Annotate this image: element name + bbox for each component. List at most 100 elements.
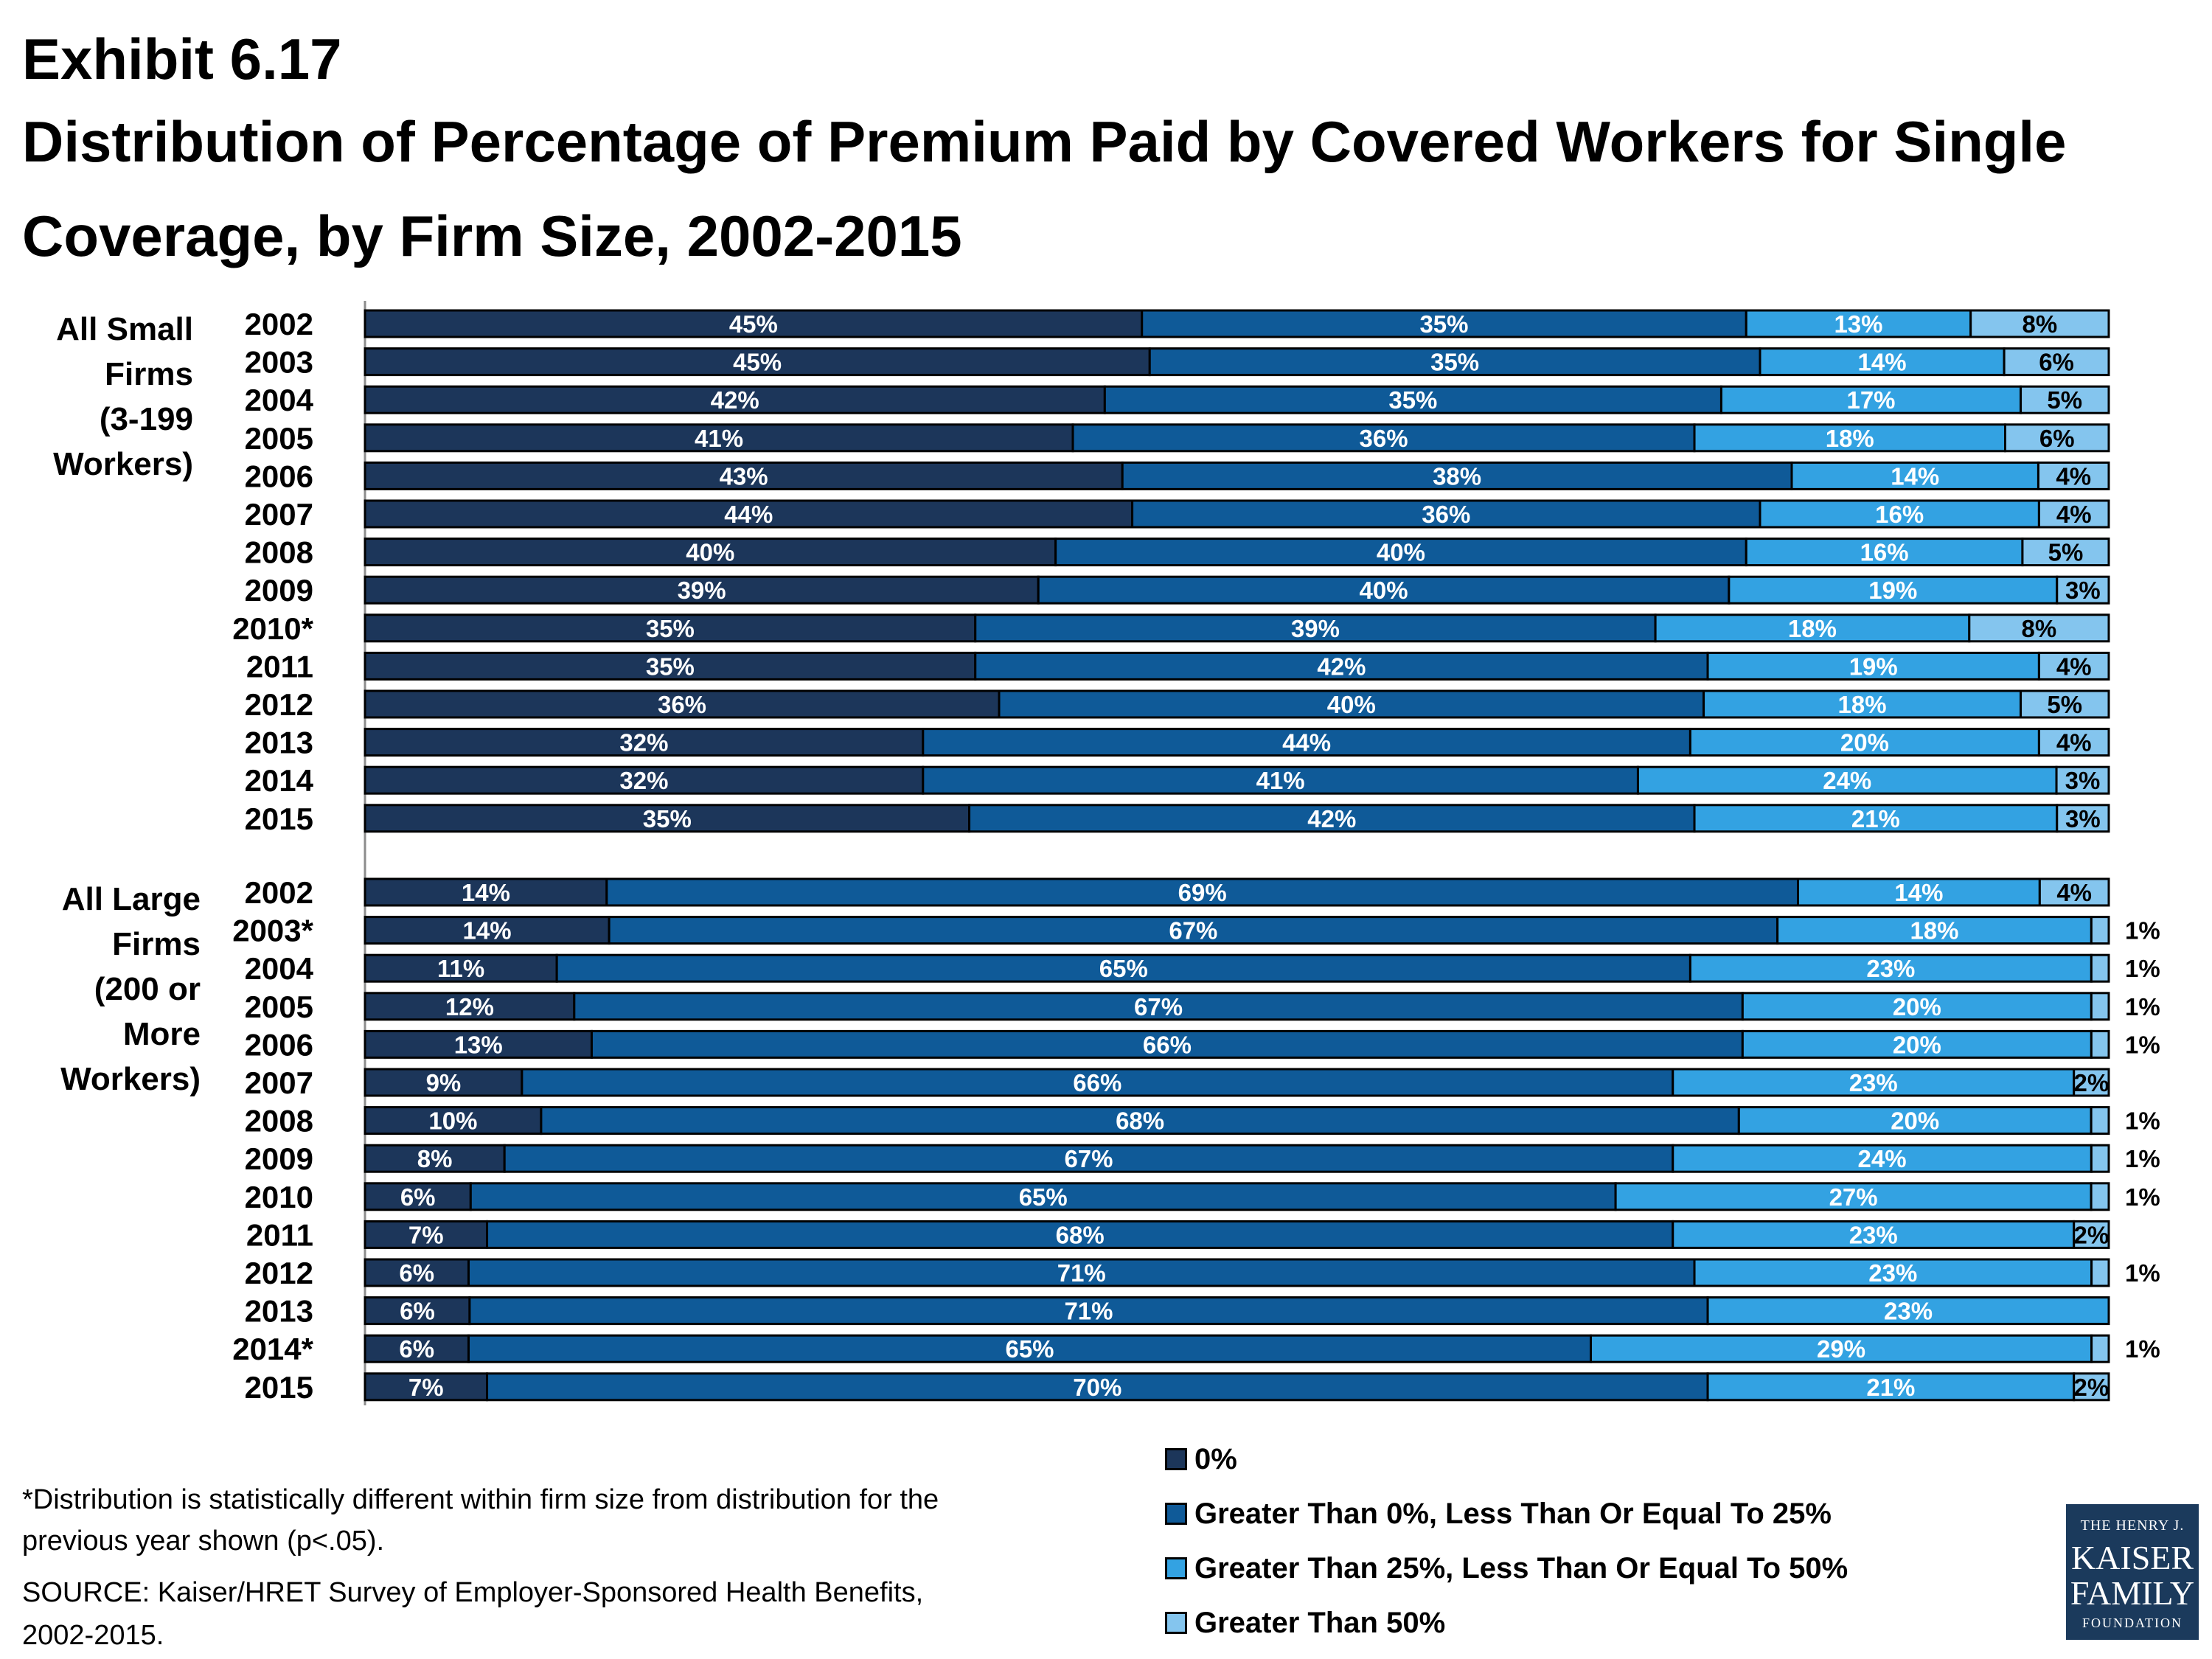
data-label: 20%: [1891, 1107, 1939, 1135]
bar-segment: [364, 613, 977, 643]
bar-segment: [364, 877, 608, 907]
data-label: 12%: [445, 993, 494, 1020]
bar-segment: [364, 1372, 489, 1402]
data-label: 21%: [1851, 805, 1900, 832]
data-label: 41%: [695, 425, 743, 452]
bar-segment: [1636, 765, 2058, 795]
bar-segment: [573, 992, 1744, 1021]
data-label: 29%: [1817, 1335, 1865, 1363]
year-label: 2005: [245, 990, 313, 1024]
data-label: 70%: [1073, 1374, 1121, 1401]
data-label: 35%: [646, 653, 695, 680]
data-label: 8%: [417, 1145, 453, 1172]
bar-segment: [2056, 575, 2110, 605]
data-label: 3%: [2065, 577, 2101, 604]
data-label: 13%: [454, 1031, 503, 1058]
bar-segment: [922, 765, 1639, 795]
exhibit-number: Exhibit 6.17: [22, 27, 342, 91]
data-label: 42%: [1317, 653, 1366, 680]
data-label: 65%: [1099, 955, 1148, 982]
data-label: 6%: [399, 1335, 434, 1363]
data-label: 39%: [678, 577, 726, 604]
bar-segment: [2003, 347, 2110, 377]
data-label: 19%: [1868, 577, 1917, 604]
bar-segment: [364, 689, 1001, 719]
bar-segment: [1037, 575, 1731, 605]
bar-segment: [2090, 1258, 2110, 1287]
data-label: 6%: [2039, 425, 2075, 452]
data-label: 3%: [2065, 767, 2101, 794]
data-label: 42%: [711, 386, 759, 414]
data-label: 18%: [1910, 917, 1958, 945]
data-label: 36%: [1422, 501, 1470, 528]
data-label: 66%: [1143, 1031, 1192, 1058]
data-label: 23%: [1868, 1259, 1917, 1287]
year-label: 2007: [245, 1065, 313, 1100]
year-label: 2010*: [232, 611, 313, 646]
data-label: 1%: [2125, 1031, 2160, 1058]
bar-segment: [922, 728, 1691, 757]
data-label: 35%: [643, 805, 692, 832]
bar-segment: [1759, 499, 2040, 529]
data-label: 14%: [1858, 349, 1907, 376]
data-label: 67%: [1064, 1145, 1113, 1172]
bar-segment: [2090, 953, 2110, 983]
data-label: 32%: [619, 729, 668, 757]
data-label: 3%: [2065, 805, 2101, 832]
data-label: 18%: [1788, 615, 1837, 642]
data-label: 27%: [1829, 1183, 1878, 1211]
bar-segment: [364, 1220, 489, 1249]
data-label: 40%: [1360, 577, 1408, 604]
bar-segment: [1654, 613, 1971, 643]
data-label: 32%: [619, 767, 668, 794]
data-label: 18%: [1826, 425, 1874, 452]
bar-segment: [1728, 575, 2059, 605]
data-label: 8%: [2022, 615, 2057, 642]
data-label: 40%: [1327, 691, 1376, 718]
bar-segment: [1688, 728, 2040, 757]
data-label: 1%: [2125, 1107, 2160, 1135]
data-label: 23%: [1849, 1069, 1898, 1096]
data-label: 68%: [1116, 1107, 1164, 1135]
bar-segment: [2090, 1334, 2110, 1363]
bar-segment: [364, 1182, 472, 1211]
data-label: 36%: [658, 691, 706, 718]
bar-segment: [1797, 877, 2041, 907]
year-label: 2009: [245, 1141, 313, 1176]
year-label: 2011: [246, 1217, 313, 1252]
bar-segment: [503, 1144, 1674, 1173]
bar-segment: [364, 1144, 506, 1173]
kff-logo: THE HENRY J. KAISER FAMILY FOUNDATION: [2066, 1504, 2199, 1640]
data-label: 14%: [1894, 879, 1943, 906]
bar-segment: [521, 1068, 1674, 1097]
year-label: 2014*: [232, 1332, 313, 1366]
bar-segment: [364, 575, 1040, 605]
legend-item-0-25: Greater Than 0%, Less Than Or Equal To 2…: [1165, 1486, 1848, 1541]
bar-segment: [1706, 1296, 2110, 1326]
year-label: 2014: [245, 763, 314, 798]
year-label: 2006: [245, 1027, 313, 1062]
bar-segment: [2090, 992, 2110, 1021]
data-label: 4%: [2056, 729, 2092, 757]
year-label: 2009: [245, 573, 313, 608]
bar-segment: [2056, 804, 2110, 833]
data-label: 9%: [426, 1069, 462, 1096]
data-label: 10%: [428, 1107, 477, 1135]
data-label: 35%: [646, 615, 695, 642]
data-label: 4%: [2056, 501, 2092, 528]
year-label: 2003*: [232, 914, 313, 948]
bar-segment: [1719, 385, 2023, 414]
year-label: 2015: [245, 801, 313, 836]
bar-segment: [1968, 613, 2110, 643]
bar-segment: [2090, 1106, 2110, 1135]
legend-swatch-zero: [1165, 1448, 1187, 1470]
data-label: 11%: [437, 955, 484, 982]
legend-item-over-50: Greater Than 50%: [1165, 1596, 1848, 1650]
data-label: 35%: [1388, 386, 1437, 414]
data-label: 1%: [2125, 1259, 2160, 1287]
bar-segment: [1054, 538, 1747, 567]
data-label: 38%: [1433, 462, 1481, 490]
data-label: 43%: [720, 462, 768, 490]
bar-segment: [2055, 765, 2110, 795]
bar-segment: [364, 347, 1151, 377]
